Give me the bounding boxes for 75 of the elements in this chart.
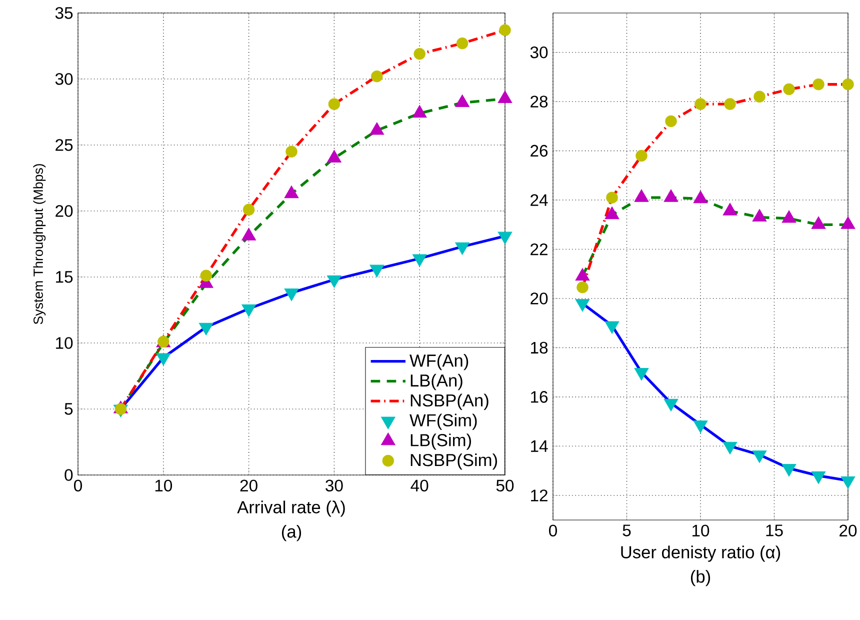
point: [694, 98, 706, 110]
x-tick-label: 50: [496, 480, 514, 492]
point: [200, 270, 212, 282]
y-tick-label: 20: [56, 205, 73, 217]
point: [371, 70, 383, 82]
point: [328, 98, 340, 110]
x-axis-title: Arrival rate (λ): [237, 500, 345, 517]
point: [724, 98, 736, 110]
y-tick-label: 14: [531, 440, 548, 452]
legend-label: LB(An): [410, 374, 462, 390]
x-tick-label: 15: [766, 524, 783, 536]
y-tick-label: 22: [530, 243, 548, 256]
x-tick-label: 0: [549, 524, 557, 536]
legend-label: WF(Sim): [410, 414, 477, 430]
point: [242, 204, 255, 216]
y-tick-label: 30: [530, 46, 548, 58]
y-tick-label: 28: [530, 96, 548, 108]
point: [606, 192, 618, 204]
legend-label: NSBP(Sim): [410, 453, 497, 470]
x-tick-label: 0: [74, 480, 82, 492]
point: [286, 146, 298, 158]
point: [456, 37, 468, 50]
point: [636, 150, 648, 162]
point: [242, 304, 256, 317]
x-tick-label: 30: [326, 480, 343, 492]
y-tick-label: 18: [531, 342, 548, 354]
text: (b): [690, 570, 710, 586]
point: [665, 115, 677, 128]
y-tick-label: 0: [64, 469, 73, 481]
y-tick-label: 24: [530, 194, 548, 206]
legend-label: NSBP(An): [410, 394, 488, 410]
y-tick-label: 15: [56, 271, 73, 283]
x-tick-label: 20: [840, 524, 857, 536]
y-axis-title: System Throughput (Mbps): [33, 164, 46, 324]
y-tick-label: 20: [530, 292, 548, 304]
point: [664, 398, 678, 412]
x-tick-label: 10: [692, 524, 710, 536]
point: [412, 254, 427, 267]
point: [370, 264, 384, 278]
point: [498, 232, 512, 244]
point: [693, 420, 708, 434]
y-tick-label: 26: [530, 144, 548, 157]
x-tick-label: 40: [410, 480, 428, 492]
point: [198, 322, 214, 336]
point: [752, 450, 767, 464]
y-tick-label: 5: [64, 403, 73, 415]
point: [754, 90, 766, 103]
point: [455, 242, 470, 255]
point: [327, 275, 342, 288]
legend-label: LB(Sim): [410, 434, 471, 450]
y-tick-label: 35: [55, 7, 73, 19]
point: [575, 299, 590, 312]
y-tick-label: 12: [531, 490, 548, 502]
point: [811, 471, 826, 484]
point: [634, 368, 649, 381]
x-tick-label: 5: [622, 524, 631, 536]
x-axis-title: User denisty ratio (α): [621, 546, 780, 562]
point: [782, 464, 796, 477]
text: (a): [282, 525, 302, 542]
point: [783, 83, 795, 96]
point: [414, 48, 426, 60]
y-tick-label: 25: [56, 139, 73, 151]
y-tick-label: 16: [531, 391, 548, 403]
x-tick-label: 10: [155, 480, 172, 492]
point: [156, 353, 171, 366]
point: [499, 24, 511, 36]
x-tick-label: 20: [240, 480, 258, 492]
point: [604, 321, 620, 334]
legend-label: WF(An): [410, 354, 468, 370]
point: [576, 282, 588, 294]
point: [284, 288, 299, 302]
y-tick-label: 10: [56, 337, 73, 349]
point: [812, 78, 824, 90]
point: [722, 442, 738, 454]
y-tick-label: 30: [55, 73, 73, 85]
